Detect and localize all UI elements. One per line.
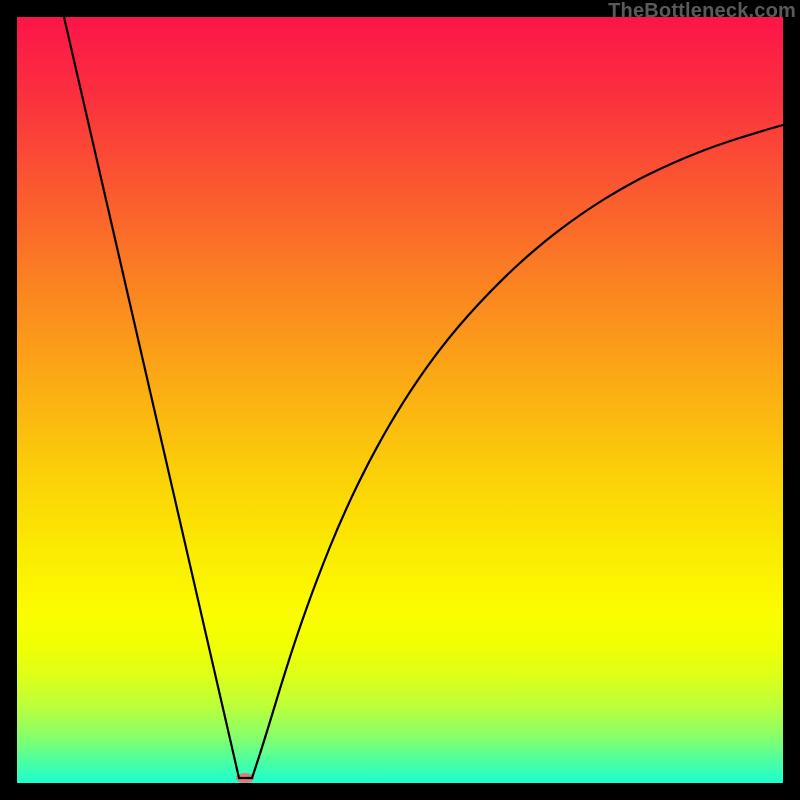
gradient-background xyxy=(17,17,783,783)
watermark-text: TheBottleneck.com xyxy=(608,0,796,23)
chart-frame: TheBottleneck.com xyxy=(0,0,800,800)
plot-area xyxy=(17,17,783,783)
